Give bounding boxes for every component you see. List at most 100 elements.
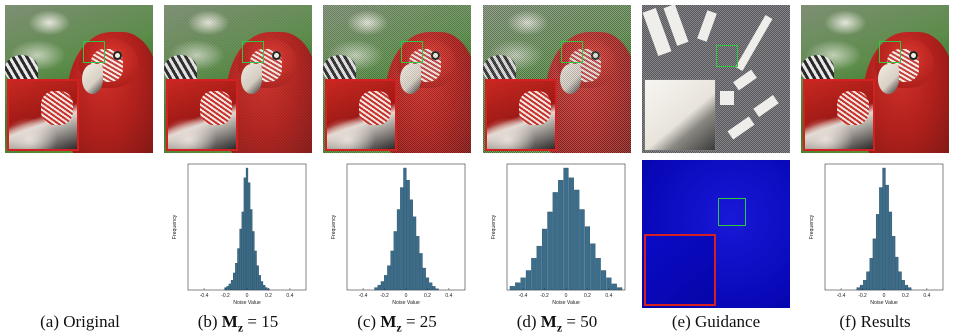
histogram-bar: [258, 275, 261, 291]
zoom-inset: [803, 79, 875, 151]
histogram-bar: [882, 167, 886, 291]
x-tick-label: 0.4: [286, 293, 293, 299]
histogram-bar: [579, 209, 585, 291]
histogram-bar: [595, 258, 601, 291]
histogram-bar: [265, 287, 268, 291]
zoom-inset: [325, 79, 397, 151]
histogram-bar: [377, 284, 381, 291]
x-tick-label: -0.2: [540, 293, 549, 299]
roi-box: [879, 41, 901, 63]
y-axis-label: Frequency: [491, 214, 497, 239]
histogram-bar: [387, 265, 391, 291]
histogram-bar: [228, 283, 231, 291]
x-tick-label: 0.4: [445, 293, 452, 299]
x-tick-label: -0.4: [837, 293, 846, 299]
y-axis-label: Frequency: [809, 214, 815, 239]
histogram-bar: [429, 282, 433, 291]
histogram-bar: [250, 209, 253, 291]
histogram-bar: [237, 248, 240, 291]
roi-box: [83, 41, 105, 63]
histogram-bar: [252, 231, 255, 291]
guidance-map: [642, 160, 790, 308]
x-tick-label: -0.2: [221, 293, 230, 299]
histogram-bar: [617, 287, 623, 291]
histogram-bar: [872, 238, 876, 291]
histogram-bar: [552, 192, 558, 291]
histogram-bar: [888, 211, 893, 291]
y-axis-label: Frequency: [172, 214, 178, 239]
histogram-bar: [515, 282, 521, 291]
histogram-25: -0.4 -0.2 0 0.2 0.4 Noise Value Frequency: [323, 160, 471, 308]
x-tick-label: 0.2: [902, 293, 909, 299]
histogram-bar: [393, 231, 397, 291]
x-tick-label: 0.2: [265, 293, 272, 299]
histogram-bar: [419, 253, 423, 291]
zoom-inset: [485, 79, 557, 151]
y-axis-label: Frequency: [331, 214, 337, 239]
histogram-bar: [590, 243, 596, 291]
zoom-inset: [644, 79, 716, 151]
histogram-bar: [226, 286, 229, 291]
histogram-50: -0.4 -0.2 0 0.2 0.4 Noise Value Frequency: [483, 160, 631, 308]
histogram-15: -0.4 -0.2 0 0.2 0.4 Noise Value Frequency: [164, 160, 312, 308]
histogram-bar: [400, 187, 404, 291]
histogram-bar: [263, 284, 266, 291]
histogram-bar: [245, 167, 249, 291]
histogram-bar: [243, 177, 246, 291]
x-tick-label: 0: [405, 293, 408, 299]
caption-b: (b) Mz = 15: [197, 312, 279, 335]
histogram-bar: [254, 250, 257, 291]
caption-e: (e) Guidance: [671, 312, 761, 331]
histogram-bar: [416, 236, 420, 291]
roi-box: [401, 41, 423, 63]
x-tick-label: 0: [565, 293, 568, 299]
x-axis-label: Noise Value: [392, 300, 420, 306]
histogram-bar: [866, 271, 870, 291]
caption-a: (a) Original: [40, 312, 120, 331]
histogram-bar: [509, 286, 515, 291]
noisy-image-50: [483, 5, 631, 153]
x-tick-label: -0.2: [858, 293, 867, 299]
histogram-bar: [435, 288, 439, 291]
histogram-bar: [390, 250, 394, 291]
histogram-bar: [908, 287, 912, 291]
histogram-bar: [558, 180, 564, 291]
original-image: [5, 5, 153, 153]
histogram-bar: [563, 167, 569, 291]
caption-d: (d) Mz = 50: [516, 312, 598, 335]
x-tick-label: 0.4: [605, 293, 612, 299]
histogram-bar: [384, 275, 388, 291]
histogram-bar: [380, 281, 384, 291]
histogram-bar: [412, 216, 417, 291]
histogram-bar: [895, 256, 899, 291]
histogram-bar: [574, 189, 580, 291]
histogram-bar: [898, 271, 902, 291]
histogram-bar: [233, 272, 236, 291]
histogram-bar: [256, 265, 259, 291]
caption-c: (c) Mz = 25: [357, 312, 437, 335]
caption-f: (f) Results: [839, 312, 911, 331]
histogram-bar: [241, 211, 244, 291]
histogram-bar: [856, 287, 860, 291]
histogram-bar: [547, 211, 553, 291]
histogram-bar: [584, 226, 591, 291]
histogram-bar: [406, 180, 410, 291]
histogram-bar: [239, 228, 242, 291]
histogram-bar: [536, 245, 542, 291]
histogram-bar: [879, 187, 883, 291]
roi-box: [716, 45, 738, 67]
result-image: [801, 5, 949, 153]
x-tick-label: 0.2: [424, 293, 431, 299]
histogram-bar: [541, 228, 548, 291]
histogram-bar: [248, 182, 251, 291]
roi-box: [718, 198, 746, 226]
noisy-image-15: [164, 5, 312, 153]
histogram-bar: [568, 177, 574, 291]
histogram-bar: [422, 267, 426, 291]
roi-box: [561, 41, 583, 63]
histogram-bar: [600, 270, 607, 291]
histogram-bar: [611, 283, 617, 291]
histogram-bar: [875, 214, 880, 291]
histogram-bar: [901, 280, 905, 291]
histogram-bar: [904, 284, 909, 291]
